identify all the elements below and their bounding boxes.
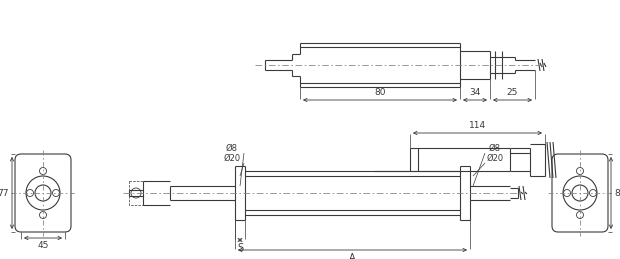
Text: 87: 87	[614, 189, 620, 198]
Text: 80: 80	[374, 88, 386, 97]
Bar	[129, 181, 143, 205]
Text: Ø20: Ø20	[223, 154, 241, 163]
Text: 114: 114	[469, 121, 486, 130]
Text: S: S	[237, 243, 243, 253]
Text: 25: 25	[507, 88, 518, 97]
Text: 77: 77	[0, 189, 9, 198]
Text: 34: 34	[469, 88, 481, 97]
Text: Ø20: Ø20	[487, 154, 503, 163]
Text: Ø8: Ø8	[489, 144, 501, 153]
Text: Ø8: Ø8	[226, 144, 238, 153]
Text: A: A	[349, 253, 356, 259]
Text: 45: 45	[37, 241, 49, 250]
